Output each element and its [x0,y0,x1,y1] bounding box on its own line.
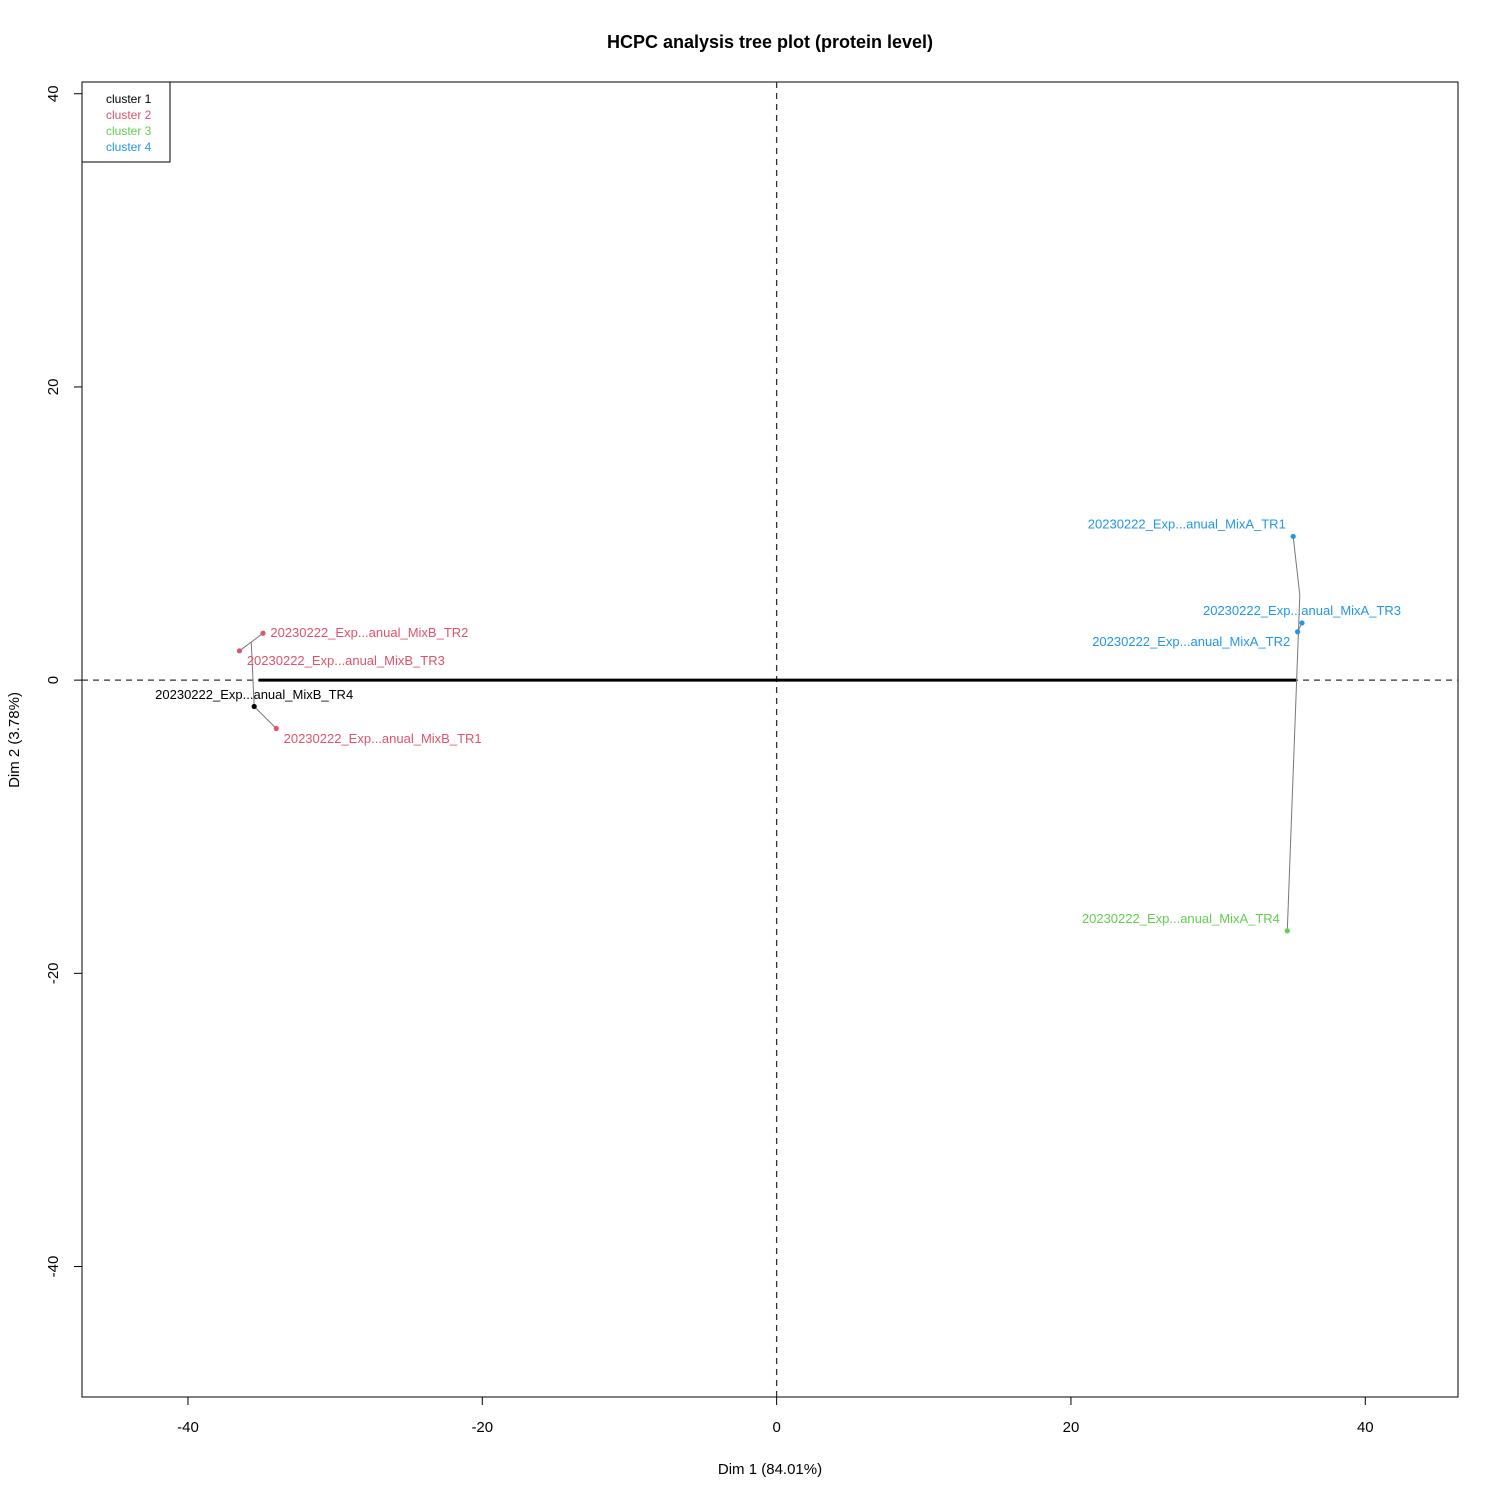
chart-title: HCPC analysis tree plot (protein level) [607,32,933,52]
point-label: 20230222_Exp...anual_MixB_TR1 [284,731,482,746]
x-tick-label: -20 [471,1419,493,1436]
tree-links [239,536,1303,931]
data-point [1284,928,1290,934]
tree-link [250,641,255,707]
legend: cluster 1 cluster 2 cluster 3 cluster 4 [81,81,171,163]
legend-entry: cluster 1 [106,92,152,106]
y-tick-label: -40 [45,1256,62,1278]
data-point [251,703,257,710]
legend-entry: cluster 4 [106,140,152,154]
point-label: 20230222_Exp...anual_MixB_TR3 [247,653,445,668]
tree-link [1286,595,1301,931]
y-tick-label: 0 [45,676,62,684]
legend-entry: cluster 2 [106,108,152,122]
point-label: 20230222_Exp...anual_MixA_TR2 [1092,634,1290,649]
data-point [1290,533,1296,540]
x-tick-label: 0 [772,1419,780,1436]
x-tick-label: -40 [177,1419,199,1436]
y-axis: -40 -20 0 20 40 [45,85,82,1277]
data-point [260,630,266,636]
legend-entry: cluster 3 [106,124,152,138]
point-label: 20230222_Exp...anual_MixB_TR2 [270,625,468,640]
legend-box [81,81,171,163]
tree-link [253,706,277,729]
point-label: 20230222_Exp...anual_MixA_TR1 [1088,517,1286,532]
point-label: 20230222_Exp...anual_MixA_TR3 [1203,603,1401,618]
data-point [273,725,279,732]
tree-link [1292,536,1301,596]
x-tick-label: 40 [1357,1419,1374,1436]
x-tick-label: 20 [1063,1419,1080,1436]
x-axis-label: Dim 1 (84.01%) [718,1461,822,1478]
data-point [1294,629,1301,635]
x-axis: -40 -20 0 20 40 [177,1397,1374,1436]
y-axis-label: Dim 2 (3.78%) [6,692,23,788]
y-tick-label: 20 [45,379,62,396]
data-point [1299,620,1305,626]
plot-frame [81,81,1459,1398]
point-label: 20230222_Exp...anual_MixB_TR4 [155,687,353,702]
data-points: 20230222_Exp...anual_MixB_TR2 20230222_Ex… [155,517,1401,934]
tree-link [239,632,264,652]
point-label: 20230222_Exp...anual_MixA_TR4 [1082,911,1280,926]
y-tick-label: -20 [45,962,62,984]
y-tick-label: 40 [45,85,62,102]
data-point [236,648,243,654]
